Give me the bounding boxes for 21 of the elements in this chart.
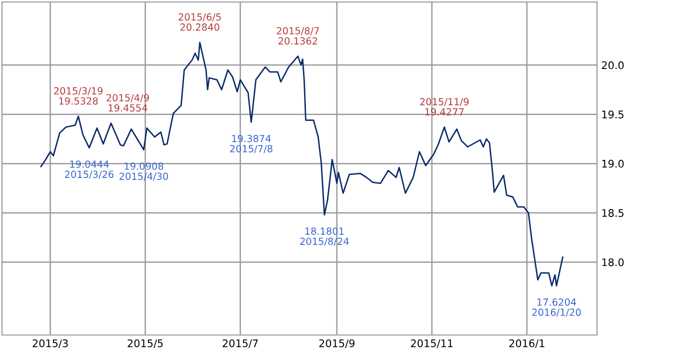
y-tick-label: 19.0: [602, 160, 624, 168]
annotation: 2015/8/7 20.1362: [276, 27, 319, 45]
x-tick-label: 2015/3: [32, 339, 68, 348]
annotation: 19.0908 2015/4/30: [120, 162, 168, 181]
x-tick-label: 2015/11: [411, 339, 453, 348]
annotation: 2015/3/19 19.5328: [54, 87, 103, 105]
x-tick-label: 2015/7: [222, 339, 258, 348]
annotation: 19.3874 2015/7/8: [230, 134, 272, 154]
annotation: 19.0444 2015/3/26: [65, 160, 114, 179]
x-tick-label: 2015/9: [319, 339, 354, 348]
annotation: 2015/4/9 19.4554: [106, 94, 149, 112]
y-tick-label: 18.5: [602, 209, 624, 217]
annotation: 18.1801 2015/8/24: [300, 227, 349, 246]
y-tick-label: 20.0: [602, 61, 624, 70]
annotation: 2015/6/5 20.2840: [178, 13, 221, 31]
annotation: 2015/11/9 19.4277: [420, 98, 469, 116]
annotation: 17.6204 2016/1/20: [532, 298, 581, 317]
x-tick-label: 2015/5: [128, 339, 163, 348]
x-tick-label: 2016/1: [509, 339, 544, 348]
y-tick-label: 19.5: [602, 110, 624, 118]
y-tick-label: 18.0: [602, 258, 624, 266]
